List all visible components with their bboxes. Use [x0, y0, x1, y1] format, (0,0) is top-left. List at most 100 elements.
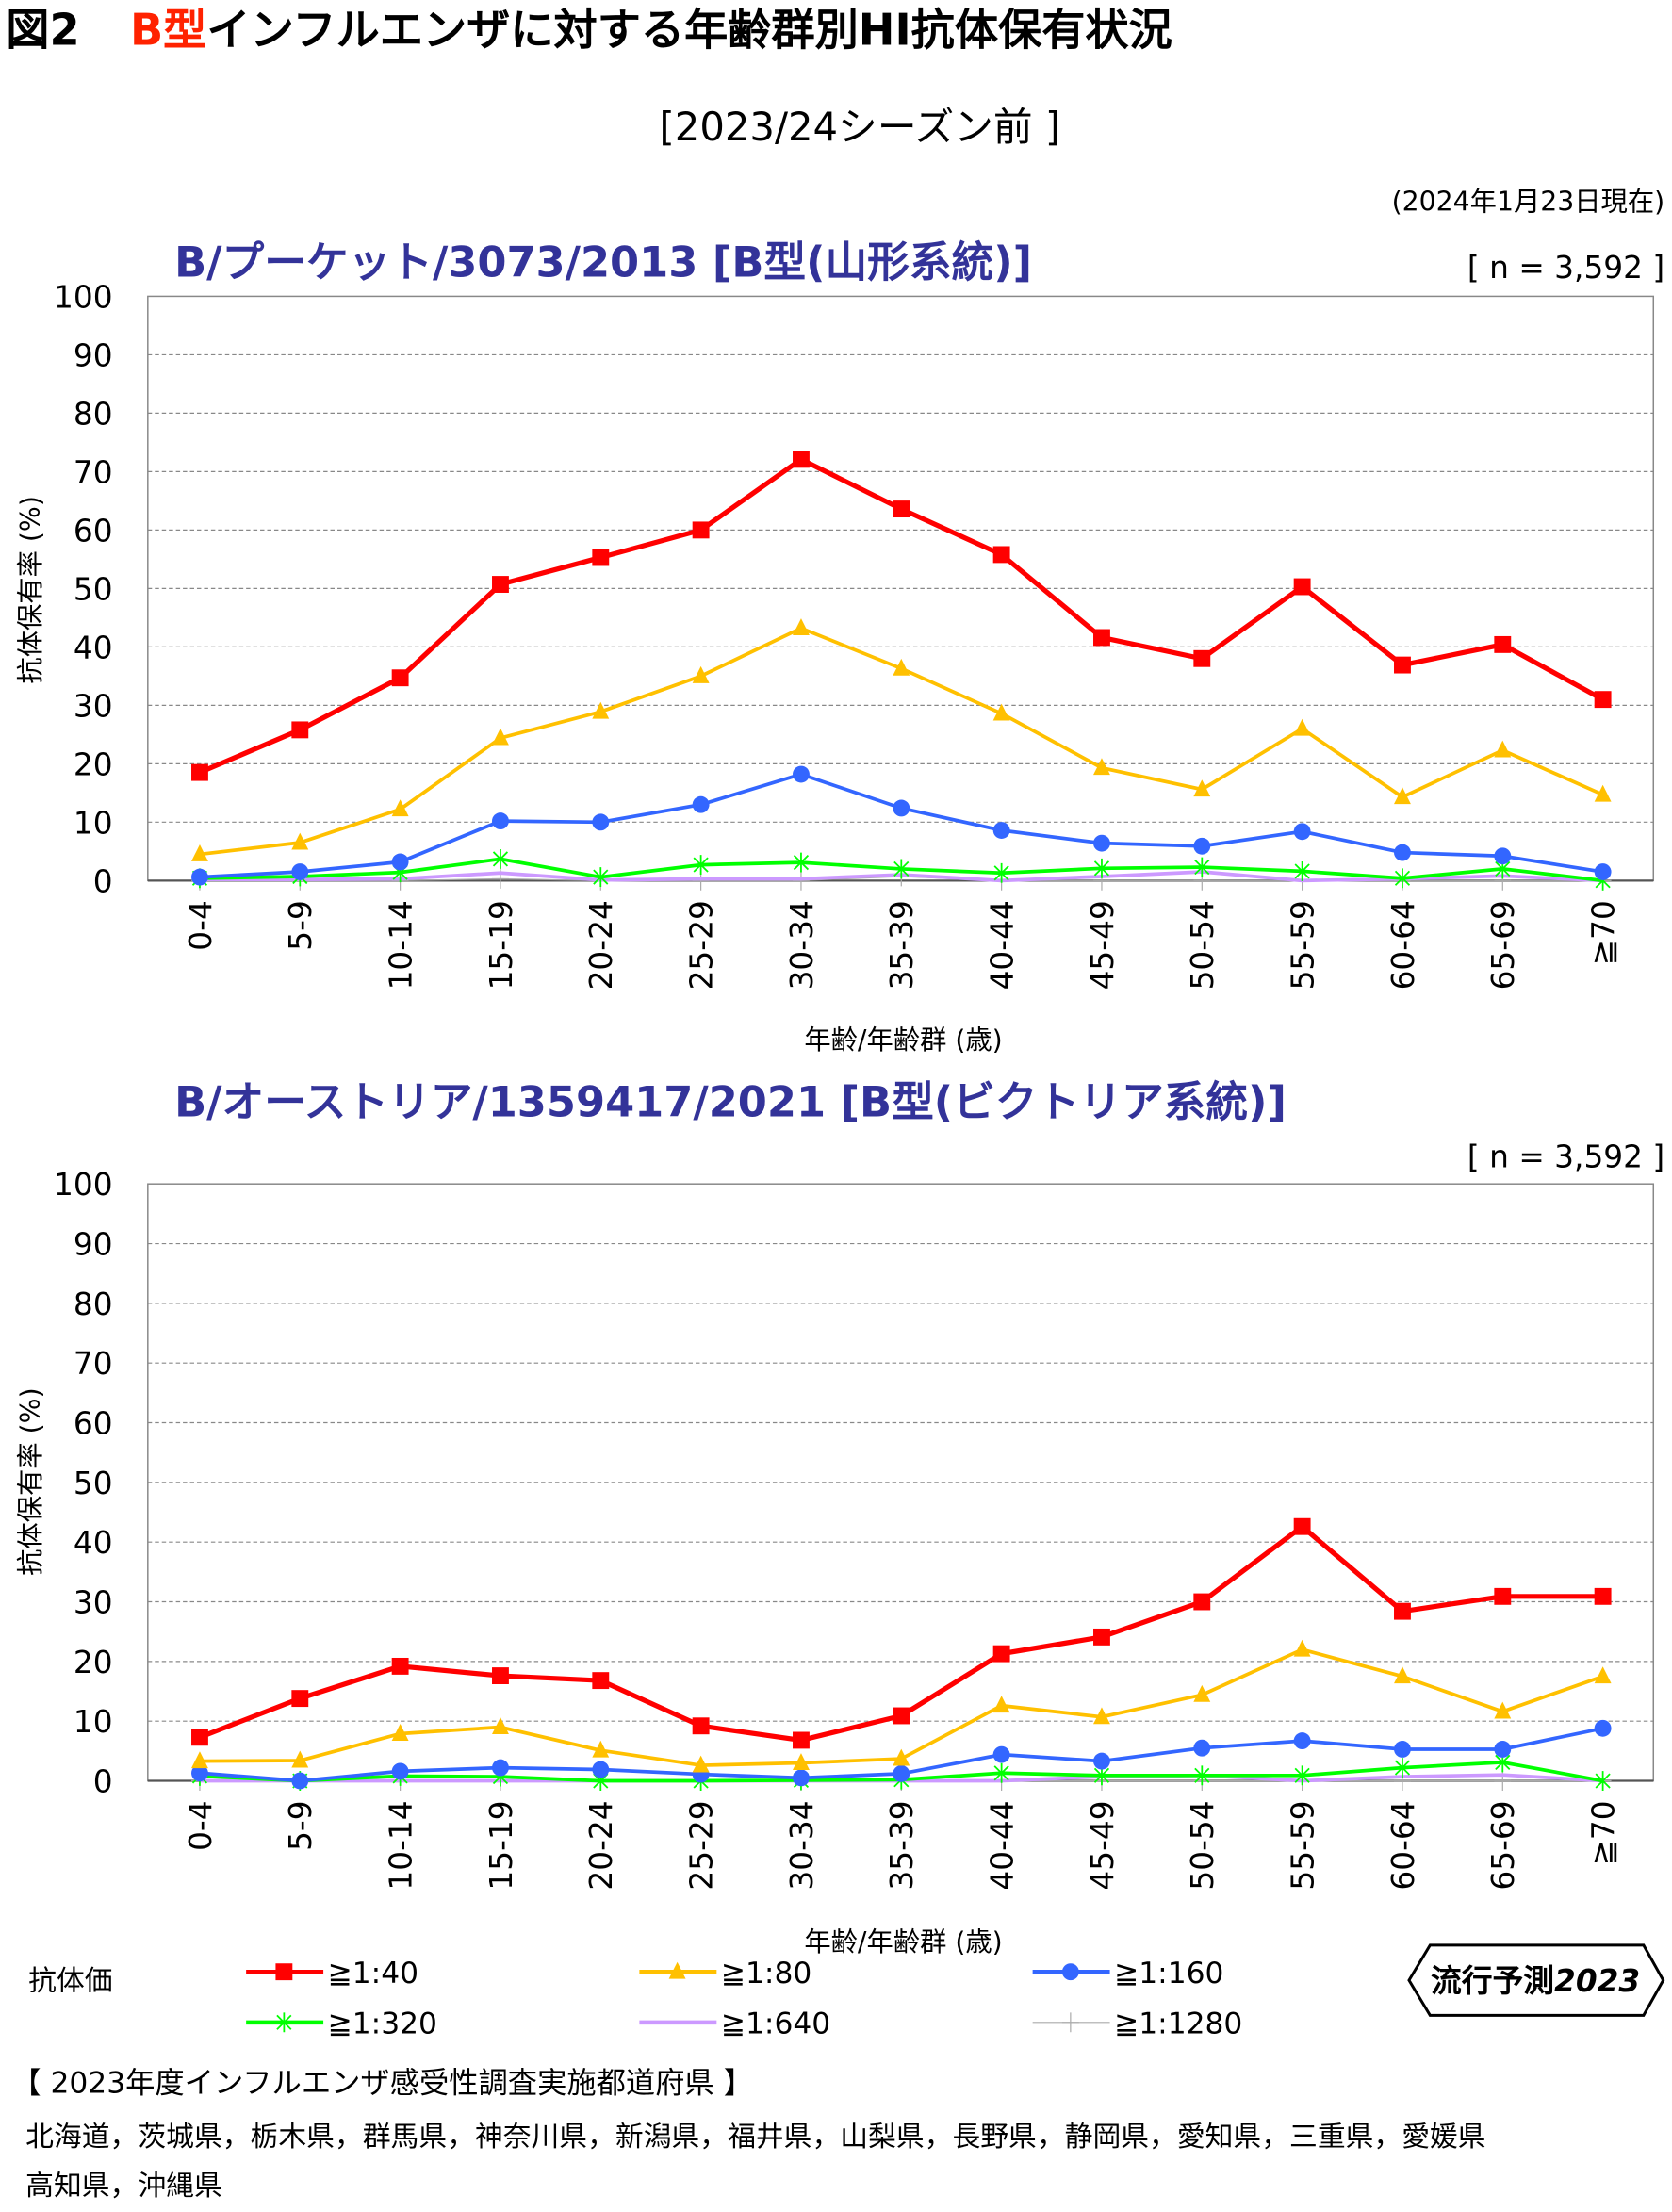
- marker-triangle: [1293, 1639, 1311, 1657]
- series-square-0: [191, 451, 1612, 781]
- y-tick-label: 10: [74, 1704, 113, 1740]
- marker-triangle: [793, 1753, 810, 1770]
- marker-circle: [1494, 1741, 1512, 1758]
- marker-triangle: [692, 1755, 710, 1773]
- marker-square: [1494, 635, 1512, 653]
- y-tick-label: 100: [54, 279, 113, 315]
- marker-triangle: [1193, 1684, 1211, 1702]
- series-circle-2: [191, 1719, 1612, 1790]
- subtitle: [2023/24シーズン前 ]: [660, 104, 1061, 150]
- y-tick-label: 20: [74, 1645, 113, 1680]
- x-tick-label: 0-4: [183, 900, 219, 951]
- x-tick-label: 65-69: [1485, 1800, 1521, 1890]
- marker-triangle: [191, 1751, 208, 1769]
- legend-item: ≧1:320: [246, 2007, 437, 2041]
- marker-circle: [1594, 1719, 1612, 1737]
- y-tick-label: 0: [93, 1763, 113, 1799]
- x-tick-label: 45-49: [1085, 1800, 1121, 1890]
- x-tick-label: 50-54: [1185, 1800, 1221, 1890]
- marker-circle: [191, 1764, 208, 1782]
- legend-item: ≧1:640: [639, 2007, 830, 2041]
- marker-circle: [1093, 834, 1110, 852]
- y-tick-label: 30: [74, 1584, 113, 1620]
- series-circle-2: [191, 765, 1612, 886]
- marker-circle: [992, 822, 1010, 839]
- marker-square: [1193, 1593, 1211, 1611]
- marker-circle: [592, 1761, 610, 1778]
- legend-label: 抗体価: [28, 1965, 112, 1998]
- marker-triangle: [1594, 1666, 1612, 1684]
- marker-triangle: [592, 1740, 610, 1758]
- marker-circle: [291, 863, 309, 880]
- x-tick-label: ≧70: [1586, 900, 1622, 965]
- marker-triangle: [391, 1724, 409, 1741]
- y-tick-label: 70: [74, 454, 113, 490]
- y-tick-label: 60: [74, 1405, 113, 1441]
- marker-circle: [391, 853, 409, 871]
- y-tick-label: 80: [74, 1286, 113, 1322]
- marker-square: [1093, 1628, 1110, 1646]
- marker-square: [291, 1690, 309, 1708]
- y-tick-label: 80: [74, 396, 113, 432]
- x-tick-label: 20-24: [583, 900, 619, 990]
- marker-triangle: [692, 665, 710, 683]
- marker-circle: [793, 765, 810, 783]
- marker-triangle: [992, 703, 1010, 721]
- y-tick-label: 60: [74, 513, 113, 549]
- marker-circle: [992, 1745, 1010, 1763]
- marker-star: [1294, 860, 1310, 881]
- figure-title: 図2 B型インフルエンザに対する年齢群別HI抗体保有状況: [6, 5, 1172, 56]
- legend-item: ≧1:160: [1032, 1957, 1223, 1991]
- legend-text: ≧1:40: [328, 1957, 418, 1991]
- sample-size: [ n = 3,592 ]: [1467, 1139, 1664, 1174]
- marker-triangle: [1093, 1707, 1110, 1725]
- marker-circle: [291, 1772, 309, 1790]
- marker-star: [693, 855, 709, 876]
- y-tick-label: 50: [74, 571, 113, 607]
- marker-square: [1494, 1587, 1512, 1605]
- marker-circle: [793, 1769, 810, 1787]
- marker-square: [692, 1717, 710, 1735]
- y-tick-label: 70: [74, 1346, 113, 1382]
- x-tick-label: 5-9: [283, 1800, 319, 1851]
- sample-size: [ n = 3,592 ]: [1467, 250, 1664, 286]
- marker-square: [291, 721, 309, 739]
- marker-star: [1093, 858, 1110, 878]
- marker-star: [492, 848, 509, 869]
- x-tick-label: ≧70: [1586, 1800, 1622, 1865]
- chart-title: B/オーストリア/1359417/2021 [B型(ビクトリア系統)]: [174, 1078, 1287, 1127]
- x-tick-label: 25-29: [684, 900, 720, 990]
- x-tick-label: 55-59: [1286, 1800, 1321, 1890]
- marker-triangle: [492, 1717, 509, 1734]
- legend: 抗体価 ≧1:40 ≧1:80 ≧1:160 ≧1:320 ≧1:640 ≧1:1280: [28, 1957, 1242, 2041]
- x-tick-label: 10-14: [384, 1800, 419, 1890]
- marker-star: [1294, 1765, 1310, 1786]
- marker-square: [793, 451, 810, 468]
- x-axis-label: 年齢/年齢群 (歳): [804, 1024, 1002, 1056]
- marker-square: [1093, 629, 1110, 647]
- marker-circle: [1193, 1739, 1211, 1757]
- marker-square: [592, 1672, 610, 1690]
- legend-item: ≧1:1280: [1032, 2007, 1242, 2041]
- marker-triangle: [492, 728, 509, 746]
- x-tick-label: 25-29: [684, 1800, 720, 1890]
- marker-square: [1193, 649, 1211, 667]
- marker-square: [793, 1731, 810, 1749]
- marker-star: [1194, 1765, 1210, 1786]
- marker-square: [1394, 1602, 1411, 1620]
- marker-triangle: [1494, 740, 1512, 758]
- logo: 流行予測2023: [1407, 1943, 1665, 2017]
- marker-triangle: [1394, 787, 1411, 805]
- y-tick-label: 50: [74, 1466, 113, 1501]
- x-tick-label: 15-19: [484, 1800, 519, 1890]
- x-tick-label: 35-39: [884, 900, 920, 990]
- marker-circle: [492, 812, 509, 830]
- x-axis-label: 年齢/年齢群 (歳): [804, 1926, 1002, 1958]
- x-tick-label: 60-64: [1385, 900, 1421, 990]
- marker-square: [275, 1963, 293, 1981]
- y-tick-label: 90: [74, 337, 113, 373]
- marker-circle: [592, 813, 610, 831]
- marker-star: [1194, 857, 1210, 877]
- y-tick-label: 100: [54, 1167, 113, 1203]
- marker-triangle: [893, 658, 910, 676]
